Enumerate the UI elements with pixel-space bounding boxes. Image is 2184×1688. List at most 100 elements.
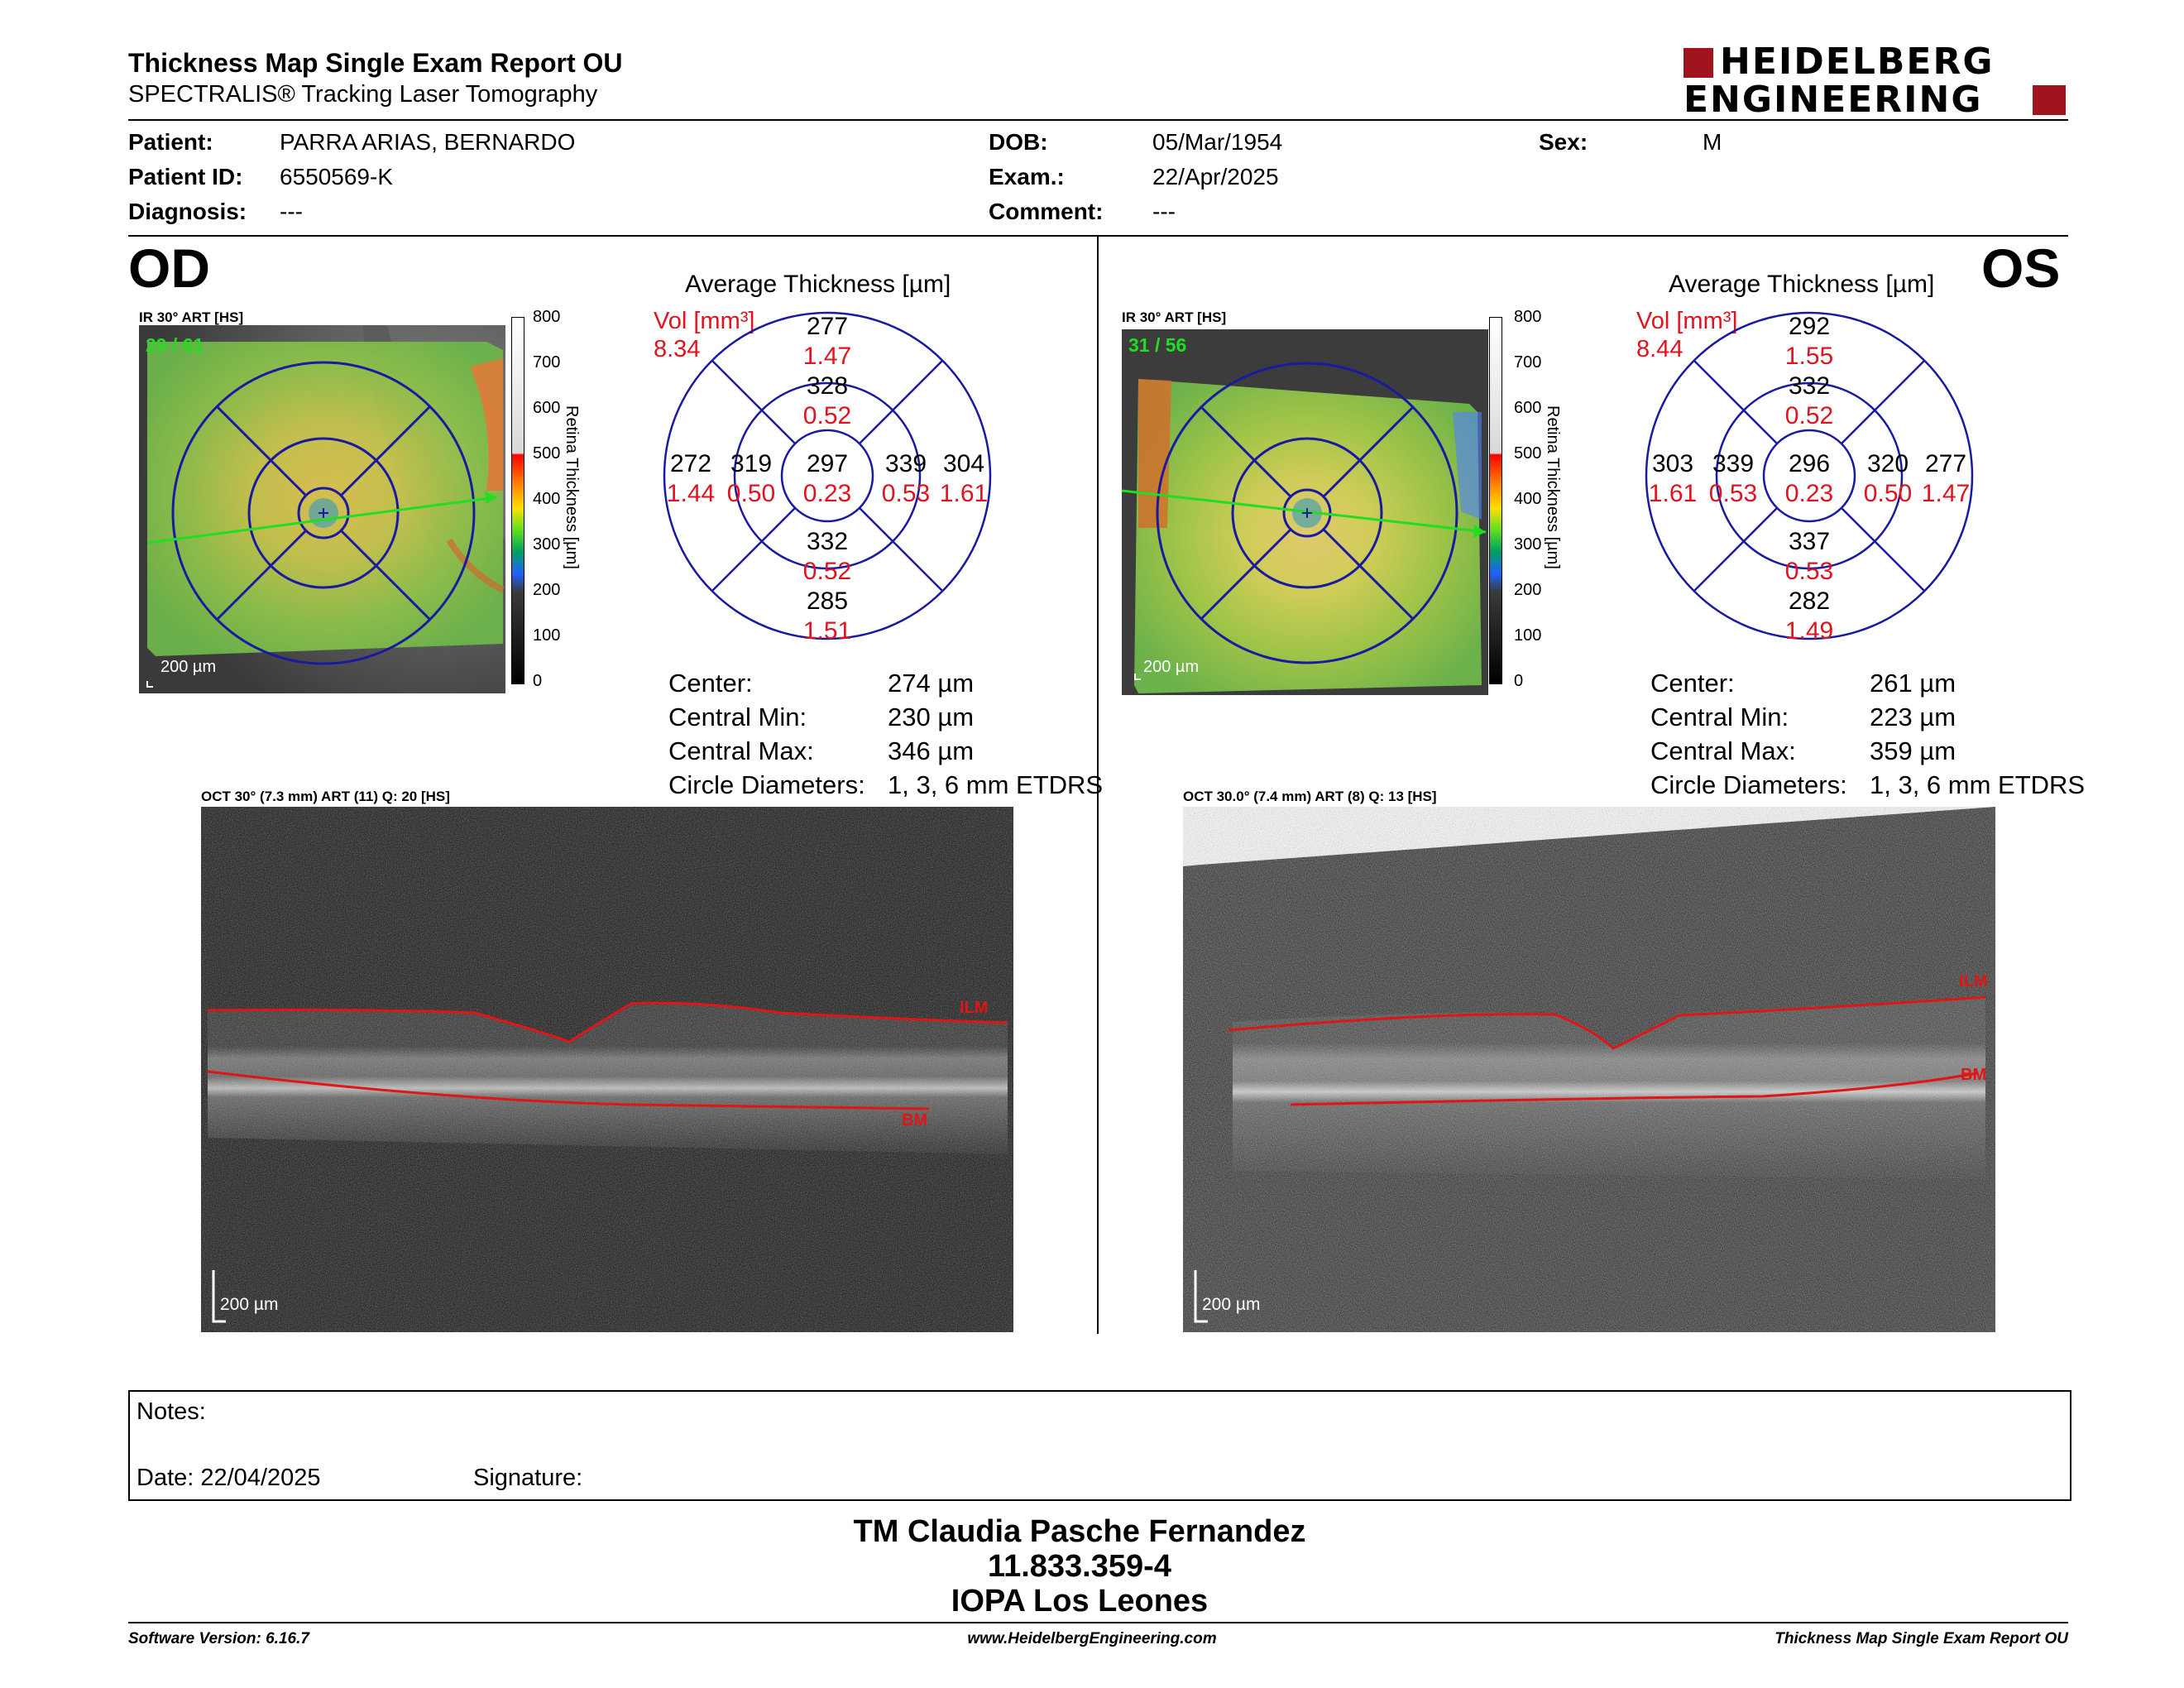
os-avg-title: Average Thickness [µm] bbox=[1669, 271, 1935, 298]
od-center-label: Center: bbox=[668, 669, 753, 698]
tick: 0 bbox=[533, 672, 543, 690]
thickness-value: 292 bbox=[1788, 313, 1831, 340]
os-bm-label: BM bbox=[1961, 1066, 1987, 1084]
os-inner-superior: 332 0.52 bbox=[1776, 372, 1842, 431]
eye-label-od: OD bbox=[128, 237, 210, 299]
od-vol-label: Vol [mm³] bbox=[654, 308, 755, 334]
volume-value: 0.53 bbox=[1784, 558, 1834, 585]
patient-id-label: Patient ID: bbox=[128, 164, 243, 189]
tick: 500 bbox=[1514, 444, 1542, 463]
logo-square-icon bbox=[1684, 48, 1713, 78]
od-max-label: Central Max: bbox=[668, 736, 814, 765]
footer-url[interactable]: www.HeidelbergEngineering.com bbox=[967, 1630, 1217, 1647]
od-etdrs-chart bbox=[663, 311, 992, 640]
logo-line2: ENGINEERING bbox=[1684, 79, 1983, 121]
sex-label: Sex: bbox=[1539, 129, 1588, 155]
dob-label: DOB: bbox=[989, 129, 1048, 155]
os-etdrs-grid-overlay bbox=[1156, 362, 1458, 664]
volume-value: 1.61 bbox=[939, 480, 989, 507]
tick: 200 bbox=[533, 581, 561, 599]
os-outer-superior: 292 1.55 bbox=[1776, 312, 1842, 372]
os-colorbar-ticks: 800 700 600 500 400 300 200 100 0 bbox=[1514, 308, 1547, 697]
tick: 800 bbox=[1514, 308, 1542, 326]
volume-value: 1.44 bbox=[666, 480, 716, 507]
tick: 300 bbox=[1514, 535, 1542, 554]
report-title: Thickness Map Single Exam Report OU bbox=[128, 48, 623, 78]
os-etdrs-chart bbox=[1645, 311, 1974, 640]
os-diam-label: Circle Diameters: bbox=[1650, 770, 1847, 799]
os-oct-bscan bbox=[1183, 807, 1995, 1332]
od-center-value: 274 µm bbox=[888, 669, 975, 698]
logo-square-icon-2 bbox=[2033, 85, 2066, 115]
os-inner-temporal: 320 0.50 bbox=[1855, 449, 1921, 509]
volume-value: 0.52 bbox=[1784, 402, 1834, 429]
volume-value: 0.23 bbox=[1784, 480, 1834, 507]
od-outer-superior: 277 1.47 bbox=[794, 312, 860, 372]
tick: 100 bbox=[533, 626, 561, 645]
software-version: Software Version: 6.16.7 bbox=[128, 1630, 309, 1647]
thickness-value: 304 bbox=[942, 450, 985, 477]
patient-value: PARRA ARIAS, BERNARDO bbox=[280, 129, 576, 155]
od-scale-bar: 200 µm bbox=[160, 658, 217, 676]
tick: 700 bbox=[1514, 353, 1542, 372]
thickness-value: 285 bbox=[806, 587, 849, 615]
thickness-value: 337 bbox=[1788, 528, 1831, 555]
od-center: 297 0.23 bbox=[794, 449, 860, 509]
od-outer-nasal: 304 1.61 bbox=[931, 449, 997, 509]
os-oct-label: OCT 30.0° (7.4 mm) ART (8) Q: 13 [HS] bbox=[1183, 789, 1437, 804]
thickness-value: 320 bbox=[1866, 450, 1909, 477]
thickness-value: 282 bbox=[1788, 587, 1831, 615]
sex-value: M bbox=[1703, 129, 1722, 155]
volume-value: 0.50 bbox=[726, 480, 776, 507]
od-max-value: 346 µm bbox=[888, 736, 975, 765]
notes-box[interactable]: Notes: Date: 22/04/2025 Signature: bbox=[128, 1390, 2071, 1501]
volume-value: 1.49 bbox=[1784, 617, 1834, 645]
thickness-value: 272 bbox=[669, 450, 712, 477]
patient-label: Patient: bbox=[128, 129, 213, 155]
tick: 600 bbox=[1514, 399, 1542, 417]
od-frame-count: 29 / 61 bbox=[146, 334, 204, 356]
thickness-value: 296 bbox=[1788, 450, 1831, 477]
comment-label: Comment: bbox=[989, 199, 1104, 224]
thickness-value: 339 bbox=[1712, 450, 1755, 477]
od-oct-label: OCT 30° (7.3 mm) ART (11) Q: 20 [HS] bbox=[201, 789, 450, 804]
volume-value: 1.47 bbox=[1921, 480, 1971, 507]
os-inner-inferior: 337 0.53 bbox=[1776, 527, 1842, 587]
od-inner-temporal: 319 0.50 bbox=[718, 449, 784, 509]
od-fundus-image bbox=[139, 325, 505, 693]
tick: 800 bbox=[533, 308, 561, 326]
os-min-label: Central Min: bbox=[1650, 703, 1789, 731]
os-bm-line bbox=[1290, 1072, 1978, 1106]
od-vol-value: 8.34 bbox=[654, 336, 701, 362]
thickness-value: 332 bbox=[806, 528, 849, 555]
os-outer-inferior: 282 1.49 bbox=[1776, 587, 1842, 646]
od-diam-label: Circle Diameters: bbox=[668, 770, 865, 799]
os-diam-value: 1, 3, 6 mm ETDRS bbox=[1870, 770, 2086, 799]
os-center-value: 261 µm bbox=[1870, 669, 1956, 698]
tick: 700 bbox=[533, 353, 561, 372]
volume-value: 1.55 bbox=[1784, 343, 1834, 370]
os-colorbar bbox=[1489, 317, 1502, 684]
volume-value: 0.53 bbox=[881, 480, 931, 507]
signatory-name: TM Claudia Pasche Fernandez bbox=[853, 1514, 1306, 1549]
od-outer-inferior: 285 1.51 bbox=[794, 587, 860, 646]
center-divider bbox=[1097, 237, 1099, 1334]
volume-value: 1.51 bbox=[802, 617, 852, 645]
signatory-org: IOPA Los Leones bbox=[951, 1584, 1209, 1618]
od-diam-value: 1, 3, 6 mm ETDRS bbox=[888, 770, 1104, 799]
eye-label-os: OS bbox=[1981, 237, 2061, 299]
tick: 500 bbox=[533, 444, 561, 463]
thickness-value: 339 bbox=[884, 450, 927, 477]
os-frame-count: 31 / 56 bbox=[1128, 334, 1187, 356]
os-vol-label: Vol [mm³] bbox=[1636, 308, 1738, 334]
header-divider bbox=[128, 119, 2068, 121]
os-fundus-image bbox=[1122, 329, 1488, 695]
od-oct-bscan bbox=[201, 807, 1013, 1332]
signatory-block: TM Claudia Pasche Fernandez 11.833.359-4… bbox=[0, 1514, 2184, 1618]
od-inner-inferior: 332 0.52 bbox=[794, 527, 860, 587]
od-ir-label: IR 30° ART [HS] bbox=[139, 309, 244, 325]
footer-report-name: Thickness Map Single Exam Report OU bbox=[1774, 1630, 2068, 1647]
patient-id-value: 6550569-K bbox=[280, 164, 394, 189]
os-outer-nasal: 303 1.61 bbox=[1640, 449, 1706, 509]
footer-divider bbox=[128, 1622, 2068, 1623]
